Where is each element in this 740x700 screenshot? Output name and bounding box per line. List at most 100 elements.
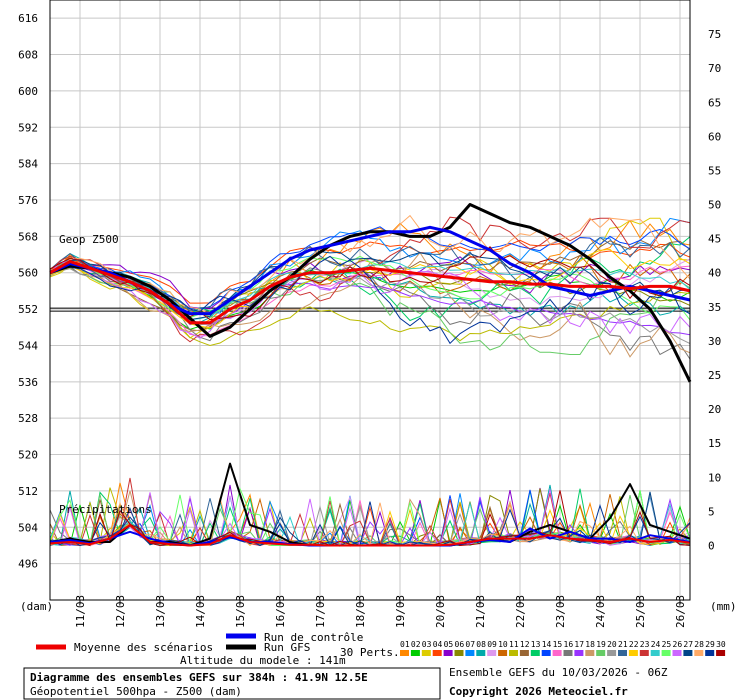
pert-legend-number: 28 bbox=[694, 640, 704, 649]
pert-legend-swatch bbox=[400, 650, 409, 656]
right-tick-label: 50 bbox=[708, 199, 721, 212]
left-tick-label: 496 bbox=[18, 558, 38, 571]
pert-legend-number: 09 bbox=[487, 640, 497, 649]
pert-legend-number: 22 bbox=[629, 640, 639, 649]
pert-legend-number: 25 bbox=[662, 640, 672, 649]
right-tick-label: 55 bbox=[708, 164, 721, 177]
x-tick-label: 11/03 bbox=[74, 595, 87, 628]
pert-legend-number: 04 bbox=[433, 640, 443, 649]
series-line-run-gfs bbox=[49, 203, 692, 383]
perturbation-line-26 bbox=[49, 261, 691, 339]
perturbation-line-11 bbox=[49, 267, 691, 347]
pert-legend-number: 06 bbox=[455, 640, 465, 649]
pert-legend-number: 17 bbox=[574, 640, 584, 649]
pert-legend-swatch bbox=[530, 650, 540, 656]
pert-legend-number: 02 bbox=[411, 640, 421, 649]
pert-legend-swatch bbox=[628, 650, 638, 656]
pert-legend-number: 30 bbox=[716, 640, 726, 649]
pert-legend-number: 26 bbox=[673, 640, 683, 649]
perturbation-legend: 01 02 03 04 05 06 07 08 09 10 11 12 13 14 15 16 17 18 19 20… bbox=[400, 640, 726, 656]
left-tick-label: 568 bbox=[18, 230, 38, 243]
right-tick-label: 25 bbox=[708, 369, 721, 382]
perturbation-line-23 bbox=[49, 216, 691, 343]
right-tick-label: 0 bbox=[708, 539, 715, 552]
footer-subtitle: Géopotentiel 500hpa - Z500 (dam) bbox=[30, 685, 242, 698]
pert-legend-number: 13 bbox=[531, 640, 541, 649]
perturbation-line-25 bbox=[49, 255, 691, 321]
pert-legend-swatch bbox=[454, 650, 464, 656]
pert-legend-number: 23 bbox=[640, 640, 650, 649]
footer-run: Ensemble GEFS du 10/03/2026 - 06Z bbox=[449, 666, 668, 679]
perturbation-line-18 bbox=[49, 251, 691, 358]
left-tick-label: 504 bbox=[18, 521, 38, 534]
left-tick-label: 552 bbox=[18, 303, 38, 316]
pert-legend-swatch bbox=[465, 650, 475, 656]
pert-legend-swatch bbox=[487, 650, 497, 656]
series-line-moyenne-des-sc-narios bbox=[49, 259, 691, 325]
left-tick-label: 512 bbox=[18, 485, 38, 498]
right-tick-label: 15 bbox=[708, 437, 721, 450]
legend-gfs-label: Run GFS bbox=[264, 641, 310, 654]
left-tick-label: 528 bbox=[18, 412, 38, 425]
pert-legend-number: 27 bbox=[683, 640, 693, 649]
left-tick-label: 600 bbox=[18, 85, 38, 98]
left-unit-label: (dam) bbox=[20, 600, 53, 613]
pert-legend-number: 01 bbox=[400, 640, 410, 649]
pert-legend-number: 12 bbox=[520, 640, 530, 649]
right-tick-label: 40 bbox=[708, 267, 721, 280]
left-tick-label: 608 bbox=[18, 49, 38, 62]
right-tick-label: 65 bbox=[708, 96, 721, 109]
pert-legend-number: 07 bbox=[465, 640, 475, 649]
x-tick-label: 24/03 bbox=[594, 595, 607, 628]
pert-legend-number: 10 bbox=[498, 640, 508, 649]
pert-legend-swatch bbox=[421, 650, 431, 656]
pert-legend-number: 19 bbox=[596, 640, 606, 649]
left-tick-label: 592 bbox=[18, 121, 38, 134]
perturbation-precip-28 bbox=[49, 497, 691, 547]
pert-legend-swatch bbox=[519, 650, 529, 656]
pert-legend-number: 03 bbox=[422, 640, 432, 649]
x-tick-label: 19/03 bbox=[394, 595, 407, 628]
perturbation-line-28 bbox=[49, 214, 691, 315]
x-axis: 11/03 12/03 13/03 14/03 15/03 16/03 17/03 18/03… bbox=[74, 595, 687, 628]
altitude-label: Altitude du modele : 141m bbox=[180, 654, 346, 667]
pert-legend-swatch bbox=[694, 650, 704, 656]
pert-legend-swatch bbox=[639, 650, 649, 656]
x-tick-label: 14/03 bbox=[194, 595, 207, 628]
pert-legend-swatch bbox=[574, 650, 584, 656]
perturbation-line-27 bbox=[49, 248, 691, 321]
pert-legend-swatch bbox=[618, 650, 627, 656]
pert-legend-number: 16 bbox=[564, 640, 574, 649]
x-tick-label: 26/03 bbox=[674, 595, 687, 628]
right-tick-label: 20 bbox=[708, 403, 721, 416]
pert-legend-swatch bbox=[672, 650, 682, 656]
x-tick-label: 18/03 bbox=[354, 595, 367, 628]
left-tick-label: 616 bbox=[18, 12, 38, 25]
right-tick-label: 10 bbox=[708, 471, 721, 484]
pert-legend-number: 20 bbox=[607, 640, 617, 649]
right-tick-label: 5 bbox=[708, 505, 715, 518]
right-tick-label: 35 bbox=[708, 301, 721, 314]
legend-perts-label: 30 Perts. bbox=[340, 646, 400, 659]
left-tick-label: 544 bbox=[18, 339, 38, 352]
pert-legend-swatch bbox=[410, 650, 420, 656]
left-tick-label: 560 bbox=[18, 267, 38, 280]
x-tick-label: 12/03 bbox=[114, 595, 127, 628]
x-tick-label: 25/03 bbox=[634, 595, 647, 628]
x-tick-label: 22/03 bbox=[514, 595, 527, 628]
left-tick-label: 536 bbox=[18, 376, 38, 389]
pert-legend-swatch bbox=[661, 650, 671, 656]
x-tick-label: 16/03 bbox=[274, 595, 287, 628]
pert-legend-swatch bbox=[596, 650, 606, 656]
pert-legend-swatch bbox=[716, 650, 726, 656]
right-tick-label: 70 bbox=[708, 62, 721, 75]
footer-title: Diagramme des ensembles GEFS sur 384h : … bbox=[30, 671, 368, 684]
right-tick-label: 60 bbox=[708, 130, 721, 143]
pert-legend-swatch bbox=[498, 650, 508, 656]
pert-legend-swatch bbox=[432, 650, 442, 656]
pert-legend-number: 05 bbox=[444, 640, 454, 649]
pert-legend-number: 11 bbox=[509, 640, 519, 649]
left-tick-label: 584 bbox=[18, 158, 38, 171]
plot-frame bbox=[49, 0, 691, 601]
perturbation-line-20 bbox=[49, 268, 691, 345]
